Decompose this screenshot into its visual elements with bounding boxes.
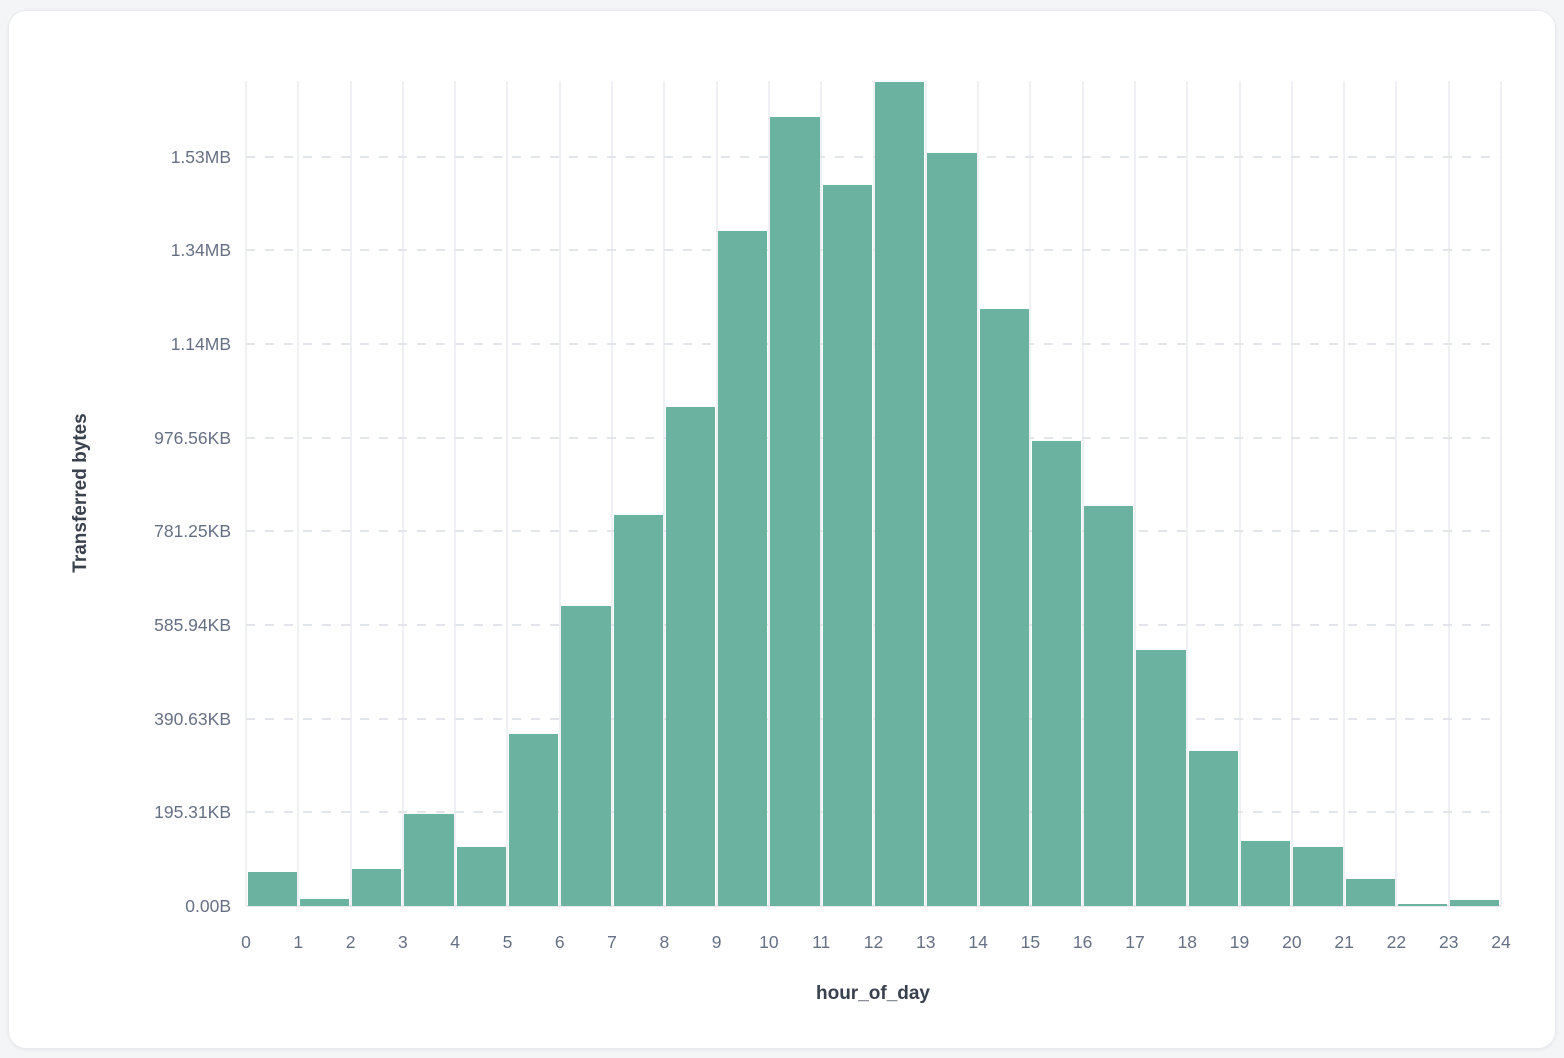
x-tick-label: 16 <box>1072 932 1093 952</box>
x-axis-baseline <box>246 905 1501 907</box>
x-tick-label: 11 <box>812 932 831 952</box>
vertical-gridline <box>1186 81 1189 906</box>
vertical-gridline <box>1133 81 1136 906</box>
vertical-gridline <box>1395 81 1398 906</box>
vertical-gridline <box>924 81 927 906</box>
bar-hour-21[interactable] <box>1345 879 1395 906</box>
y-tick-label: 1.14MB <box>170 334 231 355</box>
x-tick-label: 7 <box>607 932 617 952</box>
horizontal-gridline <box>246 717 1501 720</box>
y-tick-label: 0.00B <box>185 896 231 916</box>
bar-hour-5[interactable] <box>508 733 559 906</box>
bar-hour-14[interactable] <box>979 308 1029 906</box>
x-tick-label: 21 <box>1334 932 1354 952</box>
bar-hour-7[interactable] <box>613 515 663 906</box>
vertical-gridline <box>977 81 980 906</box>
x-tick-label: 2 <box>345 932 356 952</box>
vertical-gridline <box>611 81 614 906</box>
x-axis-title: hour_of_day <box>815 983 931 1004</box>
x-tick-label: 20 <box>1282 932 1302 952</box>
bar-hour-11[interactable] <box>822 184 872 906</box>
vertical-gridline <box>820 81 823 906</box>
x-tick-label: 23 <box>1438 932 1459 952</box>
x-tick-label: 6 <box>554 932 565 952</box>
bar-hour-1[interactable] <box>299 898 350 906</box>
y-tick-label: 1.53MB <box>170 146 231 167</box>
horizontal-gridline <box>246 811 1501 814</box>
x-tick-label: 19 <box>1229 932 1250 952</box>
vertical-gridline <box>872 81 875 906</box>
horizontal-gridline <box>246 343 1501 346</box>
x-tick-label: 9 <box>711 932 722 952</box>
chart-card: Transferred bytes 0.00B 195.31KB 390.63KB 5… <box>8 10 1556 1049</box>
bar-hour-2[interactable] <box>352 869 402 906</box>
vertical-gridline <box>1238 81 1241 906</box>
x-tick-label: 12 <box>863 932 884 952</box>
vertical-gridline <box>663 81 666 906</box>
bar-hour-9[interactable] <box>718 231 768 906</box>
vertical-gridline <box>558 81 561 906</box>
vertical-gridline <box>1290 81 1293 906</box>
bar-hour-0[interactable] <box>247 872 297 906</box>
x-tick-label: 17 <box>1125 932 1145 952</box>
bar-hour-6[interactable] <box>561 606 611 906</box>
bar-hour-16[interactable] <box>1084 506 1134 906</box>
bar-hour-8[interactable] <box>665 407 716 906</box>
y-tick-label: 585.94KB <box>154 615 231 636</box>
bar-hour-12[interactable] <box>875 81 925 906</box>
horizontal-gridline <box>246 624 1501 627</box>
bar-hour-23[interactable] <box>1450 900 1500 906</box>
vertical-gridline <box>1081 81 1084 906</box>
bar-hour-3[interactable] <box>404 814 454 906</box>
vertical-gridline <box>767 81 770 906</box>
horizontal-gridline <box>246 155 1501 158</box>
vertical-gridline <box>1343 81 1346 906</box>
vertical-gridline <box>349 81 352 906</box>
x-tick-label: 5 <box>502 932 513 952</box>
vertical-gridline <box>454 81 457 906</box>
bar-hour-15[interactable] <box>1031 440 1082 906</box>
bar-hour-19[interactable] <box>1241 841 1291 906</box>
x-tick-label: 4 <box>450 932 461 952</box>
x-tick-label: 24 <box>1491 932 1511 952</box>
horizontal-gridline <box>246 436 1501 439</box>
bar-hour-10[interactable] <box>770 116 820 906</box>
bar-hour-4[interactable] <box>456 846 506 906</box>
plot-area <box>245 81 1502 907</box>
vertical-gridline <box>1029 81 1032 906</box>
y-tick-label: 1.34MB <box>170 240 231 261</box>
x-tick-label: 10 <box>759 932 779 952</box>
x-tick-label: 3 <box>398 932 408 952</box>
y-tick-label: 781.25KB <box>154 521 231 542</box>
y-tick-label: 976.56KB <box>154 427 231 448</box>
vertical-gridline <box>715 81 718 906</box>
x-tick-label: 8 <box>659 932 670 952</box>
vertical-gridline <box>1500 81 1502 906</box>
x-tick-label: 15 <box>1020 932 1041 952</box>
y-tick-label: 390.63KB <box>154 708 231 729</box>
x-tick-label: 14 <box>968 932 988 952</box>
bar-hour-17[interactable] <box>1136 650 1186 906</box>
bar-hour-22[interactable] <box>1397 903 1448 906</box>
horizontal-gridline <box>246 530 1501 533</box>
vertical-gridline <box>297 81 300 906</box>
x-tick-label: 18 <box>1177 932 1197 952</box>
bar-hour-13[interactable] <box>927 153 977 906</box>
horizontal-gridline <box>246 249 1501 252</box>
bar-hour-18[interactable] <box>1188 750 1239 906</box>
x-tick-label: 1 <box>293 932 304 952</box>
y-tick-label: 195.31KB <box>154 802 231 823</box>
vertical-gridline <box>401 81 404 906</box>
vertical-gridline <box>1447 81 1450 906</box>
x-tick-label: 13 <box>916 932 936 952</box>
x-tick-label: 0 <box>241 932 251 952</box>
bar-hour-20[interactable] <box>1293 846 1343 906</box>
vertical-gridline <box>245 81 247 906</box>
vertical-gridline <box>506 81 509 906</box>
x-tick-label: 22 <box>1386 932 1407 952</box>
